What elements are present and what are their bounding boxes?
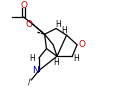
Text: /: /	[28, 78, 30, 87]
Text: H: H	[73, 54, 78, 63]
Text: H: H	[29, 54, 35, 63]
Text: H: H	[55, 20, 60, 29]
Text: O: O	[26, 20, 33, 29]
Text: H: H	[53, 58, 58, 67]
Text: H: H	[60, 26, 66, 35]
Text: O: O	[20, 1, 27, 10]
Text: O: O	[78, 40, 85, 49]
Text: N: N	[31, 66, 38, 75]
